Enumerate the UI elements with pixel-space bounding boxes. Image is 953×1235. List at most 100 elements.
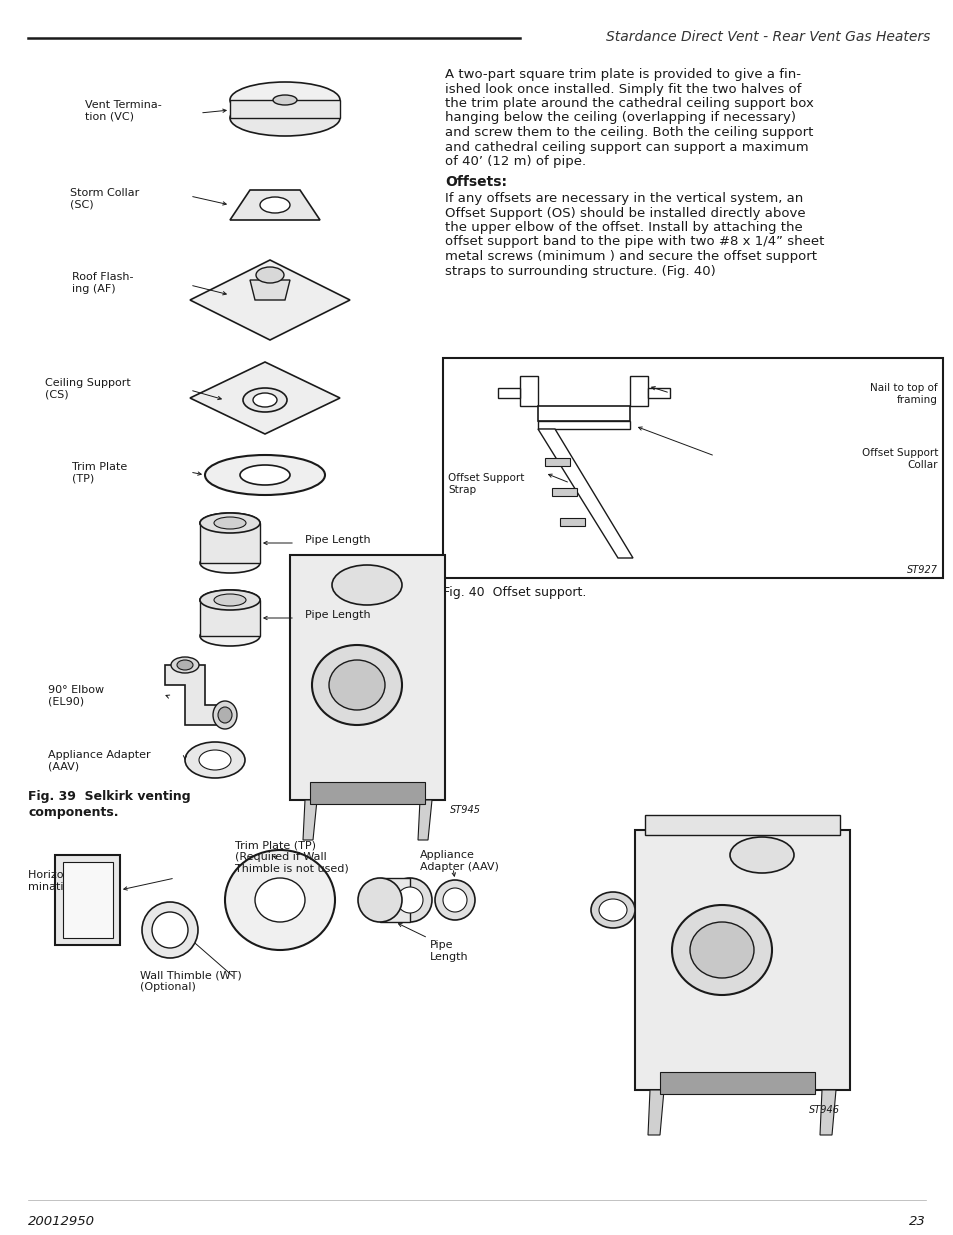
Text: Trim Plate (TP)
(Required if Wall
Thimble is not used): Trim Plate (TP) (Required if Wall Thimbl…	[234, 840, 349, 873]
Ellipse shape	[260, 198, 290, 212]
Text: Trim Plate
(TP): Trim Plate (TP)	[71, 462, 127, 484]
Ellipse shape	[729, 837, 793, 873]
Polygon shape	[230, 190, 319, 220]
Ellipse shape	[254, 878, 305, 923]
Text: 20012950: 20012950	[28, 1215, 95, 1228]
Ellipse shape	[243, 388, 287, 412]
Text: ished look once installed. Simply fit the two halves of: ished look once installed. Simply fit th…	[444, 83, 801, 95]
Polygon shape	[537, 429, 633, 558]
Polygon shape	[647, 1091, 663, 1135]
Text: metal screws (minimum ) and secure the offset support: metal screws (minimum ) and secure the o…	[444, 249, 816, 263]
Bar	[290, 555, 444, 800]
Ellipse shape	[240, 466, 290, 485]
Ellipse shape	[205, 454, 325, 495]
Bar	[537, 406, 629, 421]
Text: Vent Termina-
tion (VC): Vent Termina- tion (VC)	[85, 100, 162, 121]
Ellipse shape	[255, 267, 284, 283]
Bar	[442, 358, 942, 578]
Bar	[537, 421, 629, 429]
Polygon shape	[250, 280, 290, 300]
Text: Offset Support
Strap: Offset Support Strap	[448, 473, 524, 494]
Text: Fig. 39  Selkirk venting: Fig. 39 Selkirk venting	[28, 790, 191, 803]
Ellipse shape	[357, 878, 401, 923]
Bar	[200, 600, 260, 636]
Text: Fig. 40  Offset support.: Fig. 40 Offset support.	[442, 585, 586, 599]
Text: Roof Flash-
ing (AF): Roof Flash- ing (AF)	[71, 272, 133, 294]
Bar	[635, 830, 849, 1091]
Text: ST945: ST945	[450, 805, 480, 815]
Ellipse shape	[171, 657, 199, 673]
Bar	[63, 862, 112, 939]
Text: Offset Support (OS) should be installed directly above: Offset Support (OS) should be installed …	[444, 206, 804, 220]
Ellipse shape	[142, 902, 198, 958]
Bar	[629, 375, 647, 406]
Text: offset support band to the pipe with two #8 x 1/4” sheet: offset support band to the pipe with two…	[444, 236, 823, 248]
Ellipse shape	[598, 899, 626, 921]
Text: Wall Thimble (WT)
(Optional): Wall Thimble (WT) (Optional)	[140, 969, 241, 992]
Ellipse shape	[213, 594, 246, 606]
Ellipse shape	[230, 100, 339, 136]
Ellipse shape	[185, 742, 245, 778]
Text: Stardance Direct Vent - Rear Vent Gas Heaters: Stardance Direct Vent - Rear Vent Gas He…	[605, 30, 929, 44]
Ellipse shape	[671, 905, 771, 995]
Ellipse shape	[329, 659, 385, 710]
Ellipse shape	[332, 564, 401, 605]
Bar	[230, 100, 339, 119]
Ellipse shape	[177, 659, 193, 671]
Bar	[55, 855, 120, 945]
Text: Pipe Length: Pipe Length	[305, 535, 370, 545]
Text: Appliance Adapter
(AAV): Appliance Adapter (AAV)	[48, 750, 151, 772]
Text: the upper elbow of the offset. Install by attaching the: the upper elbow of the offset. Install b…	[444, 221, 801, 233]
Text: 23: 23	[908, 1215, 925, 1228]
Text: ST946: ST946	[808, 1105, 840, 1115]
Text: Ceiling Support
(CS): Ceiling Support (CS)	[45, 378, 131, 400]
Ellipse shape	[200, 513, 260, 534]
Ellipse shape	[218, 706, 232, 722]
Text: 90° Elbow
(EL90): 90° Elbow (EL90)	[48, 685, 104, 706]
Ellipse shape	[253, 393, 276, 408]
Text: Appliance
Adapter (AAV): Appliance Adapter (AAV)	[419, 850, 498, 872]
Ellipse shape	[435, 881, 475, 920]
Ellipse shape	[200, 590, 260, 610]
Ellipse shape	[590, 892, 635, 927]
Text: the trim plate around the cathedral ceiling support box: the trim plate around the cathedral ceil…	[444, 98, 813, 110]
Bar	[544, 458, 569, 466]
Text: Pipe Length: Pipe Length	[305, 610, 370, 620]
Ellipse shape	[230, 82, 339, 119]
Text: components.: components.	[28, 806, 118, 819]
Ellipse shape	[200, 590, 260, 610]
Bar	[659, 1072, 814, 1094]
Bar	[647, 388, 669, 398]
Text: Offsets:: Offsets:	[444, 175, 506, 189]
Polygon shape	[417, 800, 432, 840]
Bar	[559, 517, 584, 526]
Text: ST927: ST927	[906, 564, 937, 576]
Bar	[379, 878, 410, 923]
Bar	[552, 488, 577, 496]
Ellipse shape	[199, 750, 231, 769]
Text: straps to surrounding structure. (Fig. 40): straps to surrounding structure. (Fig. 4…	[444, 264, 715, 278]
Text: Nail to top of
framing: Nail to top of framing	[869, 383, 937, 405]
Bar	[200, 522, 260, 563]
Text: and cathedral ceiling support can support a maximum: and cathedral ceiling support can suppor…	[444, 141, 808, 153]
Text: Offset Support
Collar: Offset Support Collar	[861, 448, 937, 469]
Ellipse shape	[200, 553, 260, 573]
Text: Pipe
Length: Pipe Length	[430, 940, 468, 962]
Bar	[519, 375, 537, 406]
Text: hanging below the ceiling (overlapping if necessary): hanging below the ceiling (overlapping i…	[444, 111, 795, 125]
Polygon shape	[190, 362, 339, 433]
Polygon shape	[303, 800, 316, 840]
Polygon shape	[820, 1091, 835, 1135]
Bar	[497, 388, 519, 398]
Text: Storm Collar
(SC): Storm Collar (SC)	[70, 188, 139, 210]
Text: If any offsets are necessary in the vertical system, an: If any offsets are necessary in the vert…	[444, 191, 802, 205]
Ellipse shape	[213, 517, 246, 529]
Text: of 40’ (12 m) of pipe.: of 40’ (12 m) of pipe.	[444, 156, 585, 168]
Polygon shape	[165, 664, 225, 725]
Ellipse shape	[200, 626, 260, 646]
Polygon shape	[190, 261, 350, 340]
Ellipse shape	[273, 95, 296, 105]
Ellipse shape	[396, 887, 422, 913]
Ellipse shape	[442, 888, 467, 911]
Ellipse shape	[312, 645, 401, 725]
